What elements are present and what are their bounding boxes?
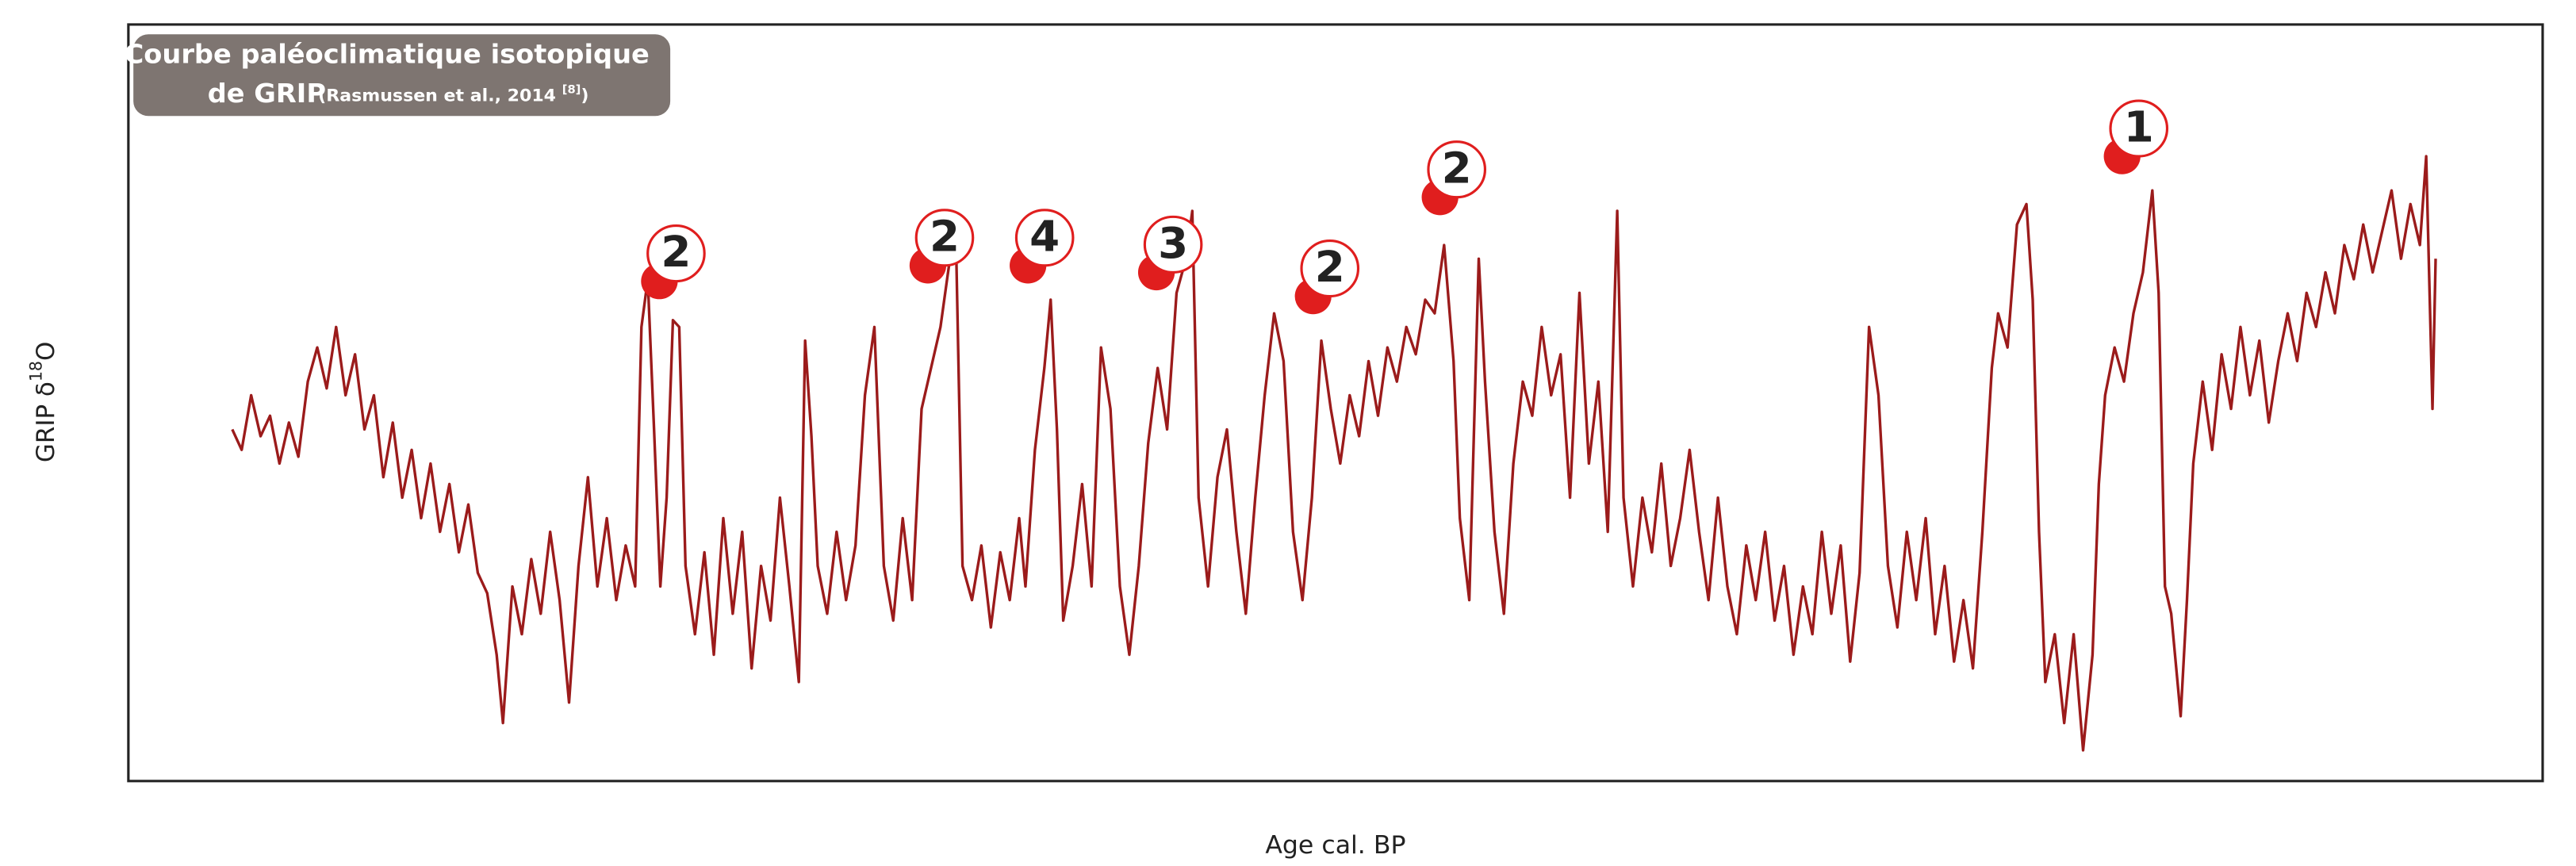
citation-text: (Rasmussen et al., 2014	[318, 86, 556, 106]
y-label-text: GRIP δ	[32, 381, 60, 462]
marker-badge	[646, 224, 706, 283]
marker-badge	[2109, 99, 2169, 158]
marker-badge	[914, 209, 975, 267]
marker-number: 2	[1315, 243, 1345, 292]
citation-end: )	[581, 86, 588, 106]
marker-badge	[1143, 215, 1203, 274]
marker-badge	[1014, 209, 1075, 267]
y-axis-label: GRIP δ18O	[26, 342, 60, 462]
plot-area	[128, 24, 2543, 781]
plot-frame	[127, 23, 2544, 783]
title-box	[133, 34, 671, 117]
marker-number: 2	[930, 212, 960, 261]
marker-number: 4	[1029, 212, 1060, 261]
marker-number: 1	[2124, 102, 2154, 151]
y-label-sup: 18	[26, 361, 45, 381]
x-axis-label: Age cal. BP	[1265, 831, 1405, 860]
marker-number: 2	[661, 228, 691, 277]
citation: (Rasmussen et al., 2014 [8])	[318, 82, 588, 105]
y-label-end: O	[32, 342, 60, 361]
marker-badge	[1427, 140, 1487, 199]
isotope-line	[231, 155, 2437, 752]
title: de GRIP	[208, 78, 326, 109]
marker-number: 3	[1158, 218, 1188, 267]
title: Courbe paléoclimatique isotopique	[125, 39, 650, 70]
citation-ref: [8]	[562, 82, 581, 96]
marker-number: 2	[1442, 144, 1472, 193]
marker-badge	[1300, 239, 1360, 298]
